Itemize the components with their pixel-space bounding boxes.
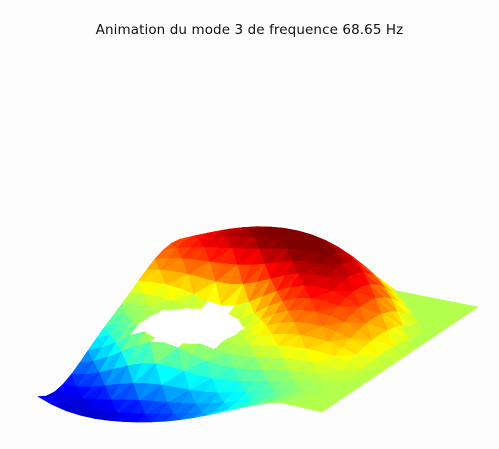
mesh-facet xyxy=(424,330,440,339)
mesh-facet xyxy=(377,356,393,371)
plate-mesh xyxy=(37,226,479,423)
mesh-facet xyxy=(193,294,208,311)
mesh-facet xyxy=(149,305,164,315)
mesh-facet xyxy=(393,346,409,360)
mesh-facet xyxy=(456,309,471,318)
mesh-facet xyxy=(362,368,377,381)
hole-outline xyxy=(142,308,242,344)
plate-hole xyxy=(142,308,242,344)
mesh-facet xyxy=(315,403,331,413)
mesh-facet xyxy=(440,319,455,329)
mesh-facet xyxy=(409,340,424,350)
mesh-facet xyxy=(132,318,147,325)
chart-title: Animation du mode 3 de frequence 68.65 H… xyxy=(95,22,404,38)
mesh-facet xyxy=(330,392,346,402)
mesh-facet xyxy=(346,381,362,392)
